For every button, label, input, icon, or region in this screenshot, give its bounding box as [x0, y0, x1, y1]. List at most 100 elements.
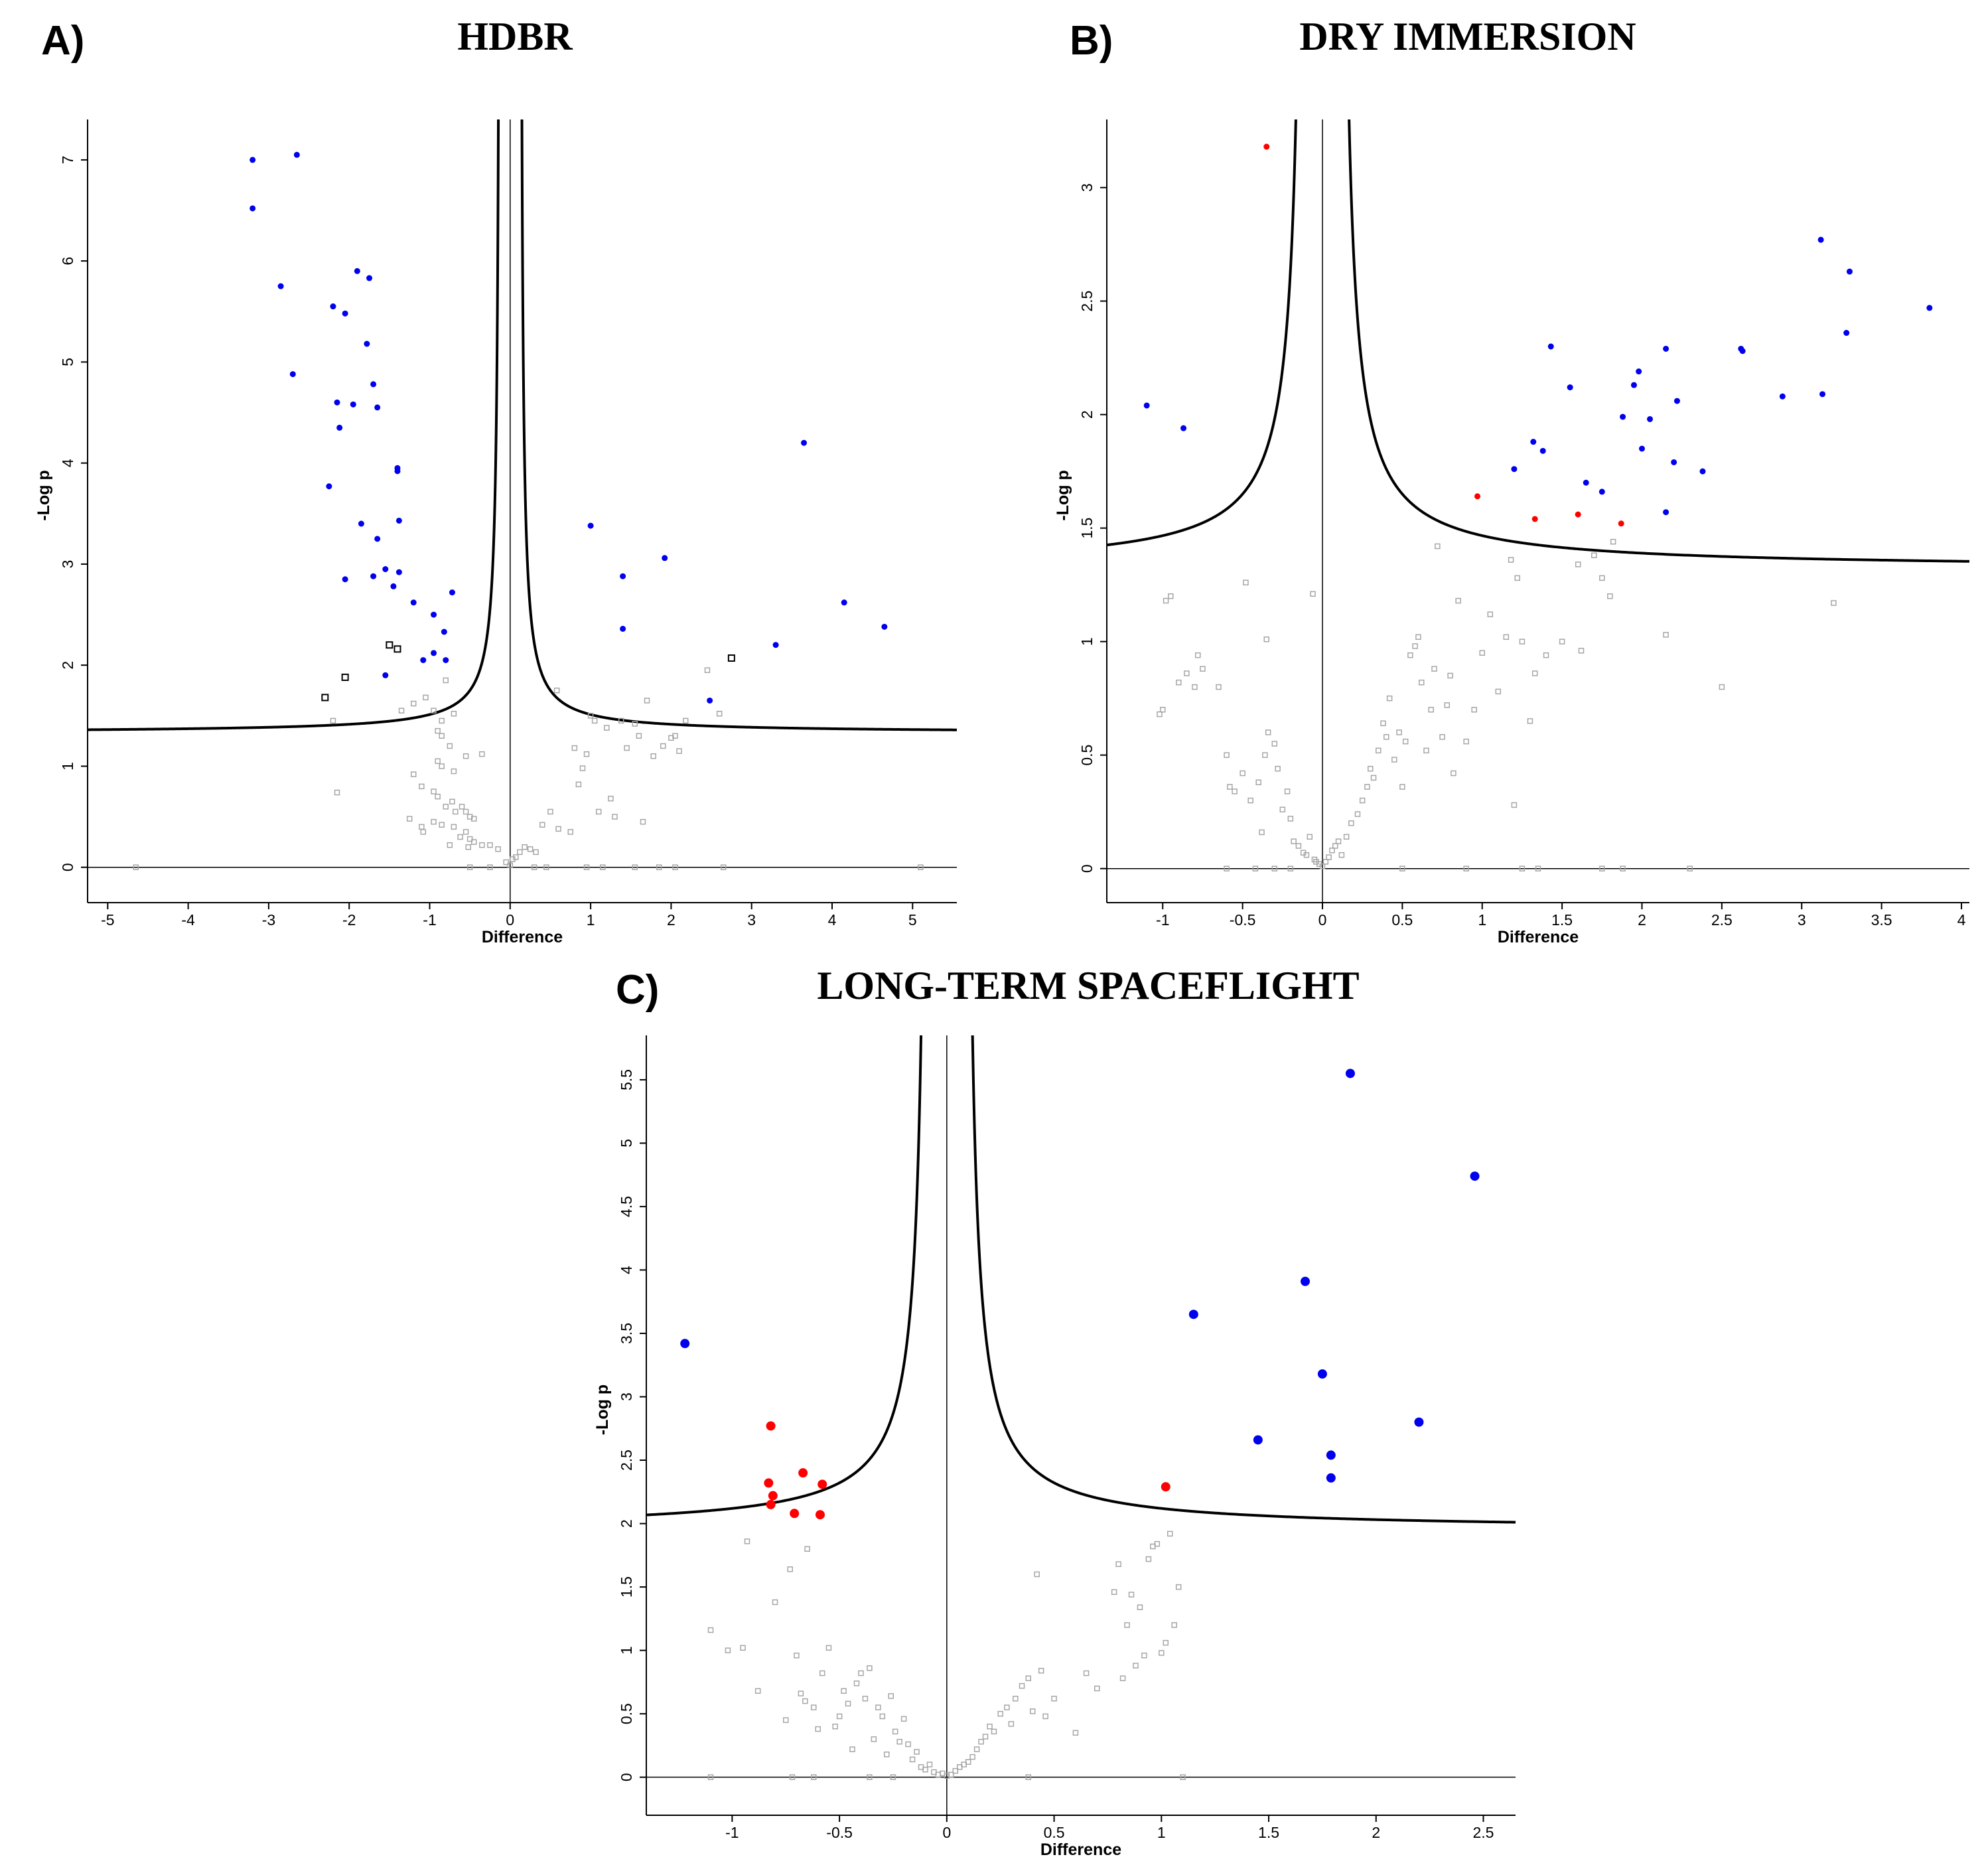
nonsignificant-point — [787, 1566, 793, 1572]
nonsignificant-point — [435, 758, 441, 765]
x-tick-label: 3 — [747, 911, 756, 929]
nonsignificant-point — [1439, 734, 1445, 740]
nonsignificant-point — [1407, 652, 1413, 658]
nonsignificant-point — [1376, 747, 1382, 754]
nonsignificant-point — [1128, 1592, 1135, 1598]
nonsignificant-point — [527, 846, 533, 852]
nonsignificant-point — [636, 733, 642, 739]
nonsignificant-point — [926, 1761, 933, 1767]
nonsignificant-point — [583, 864, 590, 870]
nonsignificant-point — [1591, 552, 1597, 558]
nonsignificant-point — [1004, 1704, 1010, 1710]
nonsignificant-point — [969, 1754, 975, 1760]
borderline-point — [768, 1491, 778, 1501]
significant-point — [1301, 1276, 1311, 1286]
significant-point — [326, 483, 332, 490]
y-tick-label: 5 — [59, 358, 76, 366]
nonsignificant-point — [1013, 1695, 1019, 1702]
plot-hdbr: -5 -4 -3 -2 -1 0 1 2 3 4 5 0 1 2 3 4 5 6 7 Difference -Log p — [35, 119, 957, 946]
nonsignificant-point — [1168, 593, 1174, 599]
nonsignificant-point — [1503, 634, 1510, 640]
nonsignificant-point — [543, 864, 549, 870]
y-tick-label: 7 — [59, 156, 76, 165]
y-tick-label: 1 — [618, 1646, 635, 1655]
nonsignificant-point — [612, 814, 618, 820]
nonsignificant-point — [884, 1752, 890, 1757]
nonsignificant-point — [1396, 729, 1402, 735]
nonsignificant-point — [453, 808, 459, 815]
nonsignificant-point — [1463, 738, 1469, 745]
x-tick-label: 1.5 — [1551, 911, 1573, 929]
nonsignificant-point — [1599, 575, 1605, 581]
nonsignificant-point — [1019, 1682, 1025, 1689]
nonsignificant-point — [1194, 652, 1201, 658]
significant-point — [364, 340, 370, 347]
nonsignificant-point — [1224, 865, 1230, 871]
nonsignificant-point — [330, 717, 336, 724]
nonsignificant-point — [1094, 1685, 1100, 1692]
significant-point — [370, 381, 377, 388]
significant-point — [342, 310, 348, 317]
nonsignificant-point — [804, 1546, 810, 1552]
x-tick-label: 2 — [667, 911, 675, 929]
borderline-point — [1575, 511, 1581, 518]
significant-point — [1511, 466, 1518, 473]
nonsignificant-point — [744, 1538, 750, 1544]
significant-point — [350, 401, 356, 408]
nonsignificant-point — [555, 826, 561, 832]
nonsignificant-point — [443, 804, 449, 810]
significant-point — [620, 625, 626, 632]
nonsignificant-point — [1620, 865, 1626, 871]
significant-point — [772, 642, 779, 648]
nonsignificant-point — [1348, 820, 1354, 826]
x-tick-label: 0.5 — [1044, 1824, 1065, 1841]
nonsignificant-point — [431, 708, 437, 713]
nonsignificant-point — [1463, 865, 1469, 871]
significant-point — [370, 573, 377, 579]
significant-point — [354, 267, 360, 274]
significant-point — [382, 672, 389, 678]
significant-point — [1739, 348, 1746, 354]
plot-long-term-spaceflight: -1 -0.5 0 0.5 1 1.5 2 2.5 0 0.5 1 1.5 2 2.5 3 3.5 4 4.5 5 5… — [593, 1035, 1516, 1859]
nonsignificant-point — [1435, 543, 1441, 550]
nonsignificant-point — [1271, 865, 1278, 871]
nonsignificant-point — [716, 711, 723, 717]
nonsignificant-point — [1359, 797, 1366, 804]
significant-point — [1547, 343, 1554, 350]
threshold-curve-left — [88, 119, 500, 731]
nonsignificant-point — [447, 842, 453, 848]
nonsignificant-point — [553, 688, 560, 694]
nonsignificant-point — [644, 698, 650, 704]
significant-point — [330, 303, 336, 310]
y-tick-label: 2.5 — [1078, 291, 1096, 312]
x-tick-label: 5 — [908, 911, 917, 929]
panel-letter-c: C) — [616, 967, 659, 1013]
open-marker-point — [321, 694, 329, 702]
nonsignificant-point — [1508, 557, 1514, 563]
borderline-point — [766, 1421, 776, 1431]
nonsignificant-point — [571, 745, 578, 751]
nonsignificant-point — [1240, 770, 1245, 777]
nonsignificant-point — [1243, 579, 1249, 585]
x-tick-label: 2.5 — [1472, 1824, 1494, 1841]
nonsignificant-point — [470, 839, 477, 845]
nonsignificant-point — [1275, 765, 1281, 772]
nonsignificant-point — [533, 849, 539, 856]
y-tick-label: 5.5 — [618, 1069, 635, 1090]
nonsignificant-point — [1216, 684, 1222, 690]
nonsignificant-point — [583, 751, 590, 757]
nonsignificant-point — [867, 1774, 873, 1780]
y-tick-label: 3 — [59, 560, 76, 569]
open-marker-point — [727, 654, 735, 662]
nonsignificant-point — [1025, 1675, 1032, 1681]
threshold-curve-left — [646, 1035, 923, 1517]
nonsignificant-point — [1391, 757, 1397, 763]
significant-point — [1567, 384, 1573, 391]
nonsignificant-point — [1124, 1622, 1130, 1628]
nonsignificant-point — [672, 864, 678, 870]
significant-point — [431, 650, 437, 656]
significant-point — [358, 520, 364, 527]
y-tick-label: 0 — [618, 1773, 635, 1781]
nonsignificant-point — [1051, 1695, 1057, 1702]
panel-title-long-term-spaceflight: LONG-TERM SPACEFLIGHT — [817, 964, 1359, 1008]
